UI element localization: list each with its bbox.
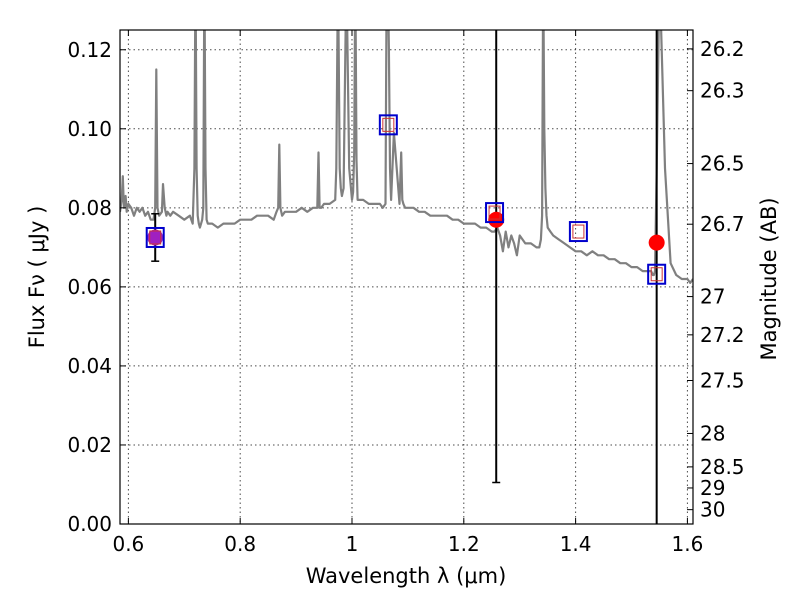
- model-photometry-point: [485, 202, 505, 224]
- y-tick-label: 0.12: [67, 38, 112, 62]
- y-axis-right-label: Magnitude (AB): [757, 197, 781, 360]
- model-photometry-point: [378, 114, 398, 136]
- mag-tick-label: 26.7: [700, 212, 745, 236]
- model-photometry-point: [145, 226, 165, 248]
- model-photometry-inner: [149, 230, 162, 245]
- model-photometry-point: [647, 263, 667, 285]
- x-tick-label: 1.6: [672, 532, 704, 556]
- axis-ticks: 0.6 0.8 1 1.2 1.4 1.6 0.00 0.02 0.04 0.06 0.08 0.10…: [67, 30, 745, 556]
- mag-tick-label: 29: [700, 476, 725, 500]
- x-tick-label: 0.8: [224, 532, 256, 556]
- model-photometry-inner: [382, 117, 395, 132]
- mag-tick-label: 26.3: [700, 79, 745, 103]
- mag-tick-label: 30: [700, 498, 725, 522]
- model-spectrum-line: [120, 30, 693, 284]
- mag-tick-label: 28.5: [700, 455, 745, 479]
- observed-point: [488, 211, 505, 228]
- x-tick-label: 1.4: [560, 532, 592, 556]
- x-axis-label: Wavelength λ (μm): [306, 564, 507, 588]
- y-tick-label: 0.10: [67, 117, 112, 141]
- y-axis-label: Flux Fν ( μJy ): [25, 206, 49, 349]
- y-tick-label: 0.06: [67, 275, 112, 299]
- model-photometry-inner: [572, 224, 585, 239]
- y-tick-label: 0.00: [67, 512, 112, 536]
- model-photometry-inner: [650, 267, 663, 282]
- x-tick-label: 0.6: [112, 532, 144, 556]
- model-photometry-point: [568, 221, 588, 243]
- model-photometry-inner: [488, 205, 501, 220]
- x-tick-label: 1.2: [448, 532, 480, 556]
- y-tick-label: 0.04: [67, 354, 112, 378]
- observed-point: [648, 234, 665, 251]
- plot-frame: [119, 29, 694, 525]
- mag-tick-label: 28: [700, 421, 725, 445]
- mag-tick-label: 27: [700, 285, 725, 309]
- mag-tick-label: 26.5: [700, 152, 745, 176]
- observed-point: [147, 229, 164, 246]
- mag-tick-label: 27.2: [700, 323, 745, 347]
- mag-tick-label: 26.2: [700, 37, 745, 61]
- x-tick-label: 1: [346, 532, 359, 556]
- y-tick-label: 0.02: [67, 433, 112, 457]
- y-tick-label: 0.08: [67, 196, 112, 220]
- mag-tick-label: 27.5: [700, 369, 745, 393]
- plot-series: [120, 30, 693, 524]
